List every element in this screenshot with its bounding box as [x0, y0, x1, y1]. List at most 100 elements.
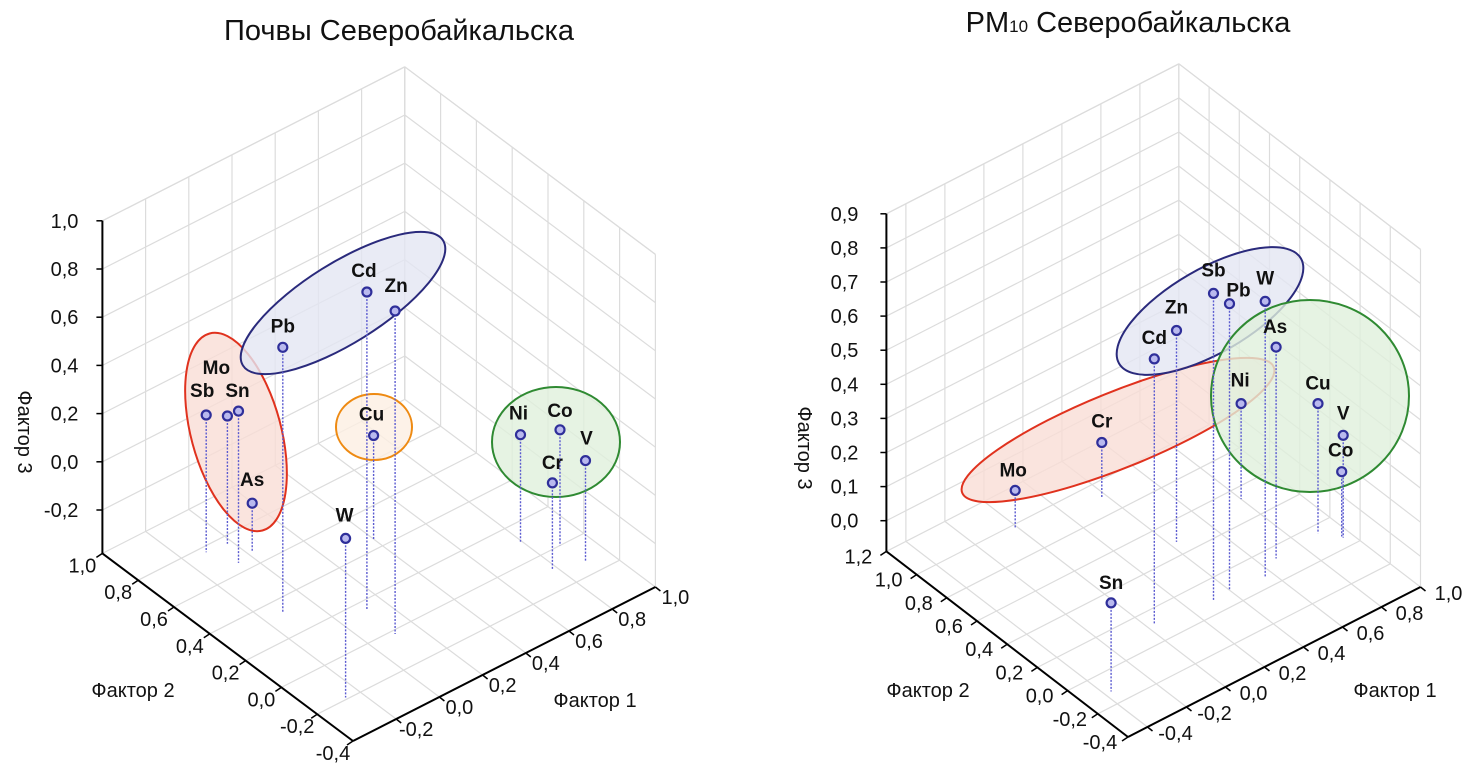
z-axis-title: Фактор 3 — [13, 390, 35, 473]
y-tick-label: -0,4 — [316, 743, 350, 765]
cluster-ellipses — [960, 246, 1410, 504]
floor-gridline — [145, 530, 397, 720]
wall-gridline — [886, 233, 1180, 385]
x-tick-label: 0,2 — [1279, 663, 1307, 685]
wall-gridline — [1178, 131, 1421, 319]
x-tick-label: 0,6 — [1357, 623, 1385, 645]
x-tick-label: 1,0 — [661, 587, 689, 609]
data-point-zn: Zn — [384, 276, 408, 634]
y-tick-label: -0,2 — [1053, 709, 1087, 731]
wall-gridline — [404, 210, 656, 400]
data-point-co: Co — [547, 401, 573, 546]
point-label: Ni — [509, 404, 528, 425]
point-label: Sn — [1099, 573, 1123, 594]
data-point-cr: Cr — [542, 453, 564, 570]
z-tick-label: 0,8 — [831, 238, 859, 260]
chart-title: PM10 Северобайкальска — [966, 7, 1292, 39]
floor-gridline — [946, 447, 1240, 599]
point-marker — [221, 410, 233, 422]
data-point-pb: Pb — [271, 316, 295, 613]
wall-gridline — [404, 162, 656, 352]
x-tick-mark — [482, 674, 489, 680]
data-point-mo: Mo — [203, 358, 233, 544]
x-axis-title: Фактор 1 — [1353, 680, 1436, 702]
point-label: V — [580, 429, 593, 450]
y-tick-mark — [274, 686, 282, 693]
point-marker — [200, 409, 212, 421]
wall-gridline — [1178, 97, 1421, 284]
x-tick-mark — [438, 696, 445, 702]
x-tick-label: 0,0 — [1240, 683, 1268, 705]
point-marker — [1105, 597, 1117, 609]
x-tick-mark — [1225, 686, 1231, 692]
y-tick-mark — [940, 597, 948, 603]
x-tick-mark — [1420, 586, 1426, 592]
wall-gridline — [886, 165, 1180, 317]
x-tick-label: 0,0 — [445, 697, 473, 719]
point-label: W — [336, 505, 354, 526]
z-axis-title: Фактор 3 — [793, 406, 815, 489]
x-tick-label: -0,2 — [1197, 703, 1231, 725]
y-tick-mark — [970, 620, 978, 626]
x-tick-mark — [395, 718, 402, 724]
point-marker — [1336, 466, 1348, 478]
point-marker — [368, 429, 380, 442]
y-tick-label: 0,4 — [176, 636, 204, 658]
x-tick-label: -0,2 — [399, 719, 433, 741]
y-axis-line — [101, 552, 354, 742]
point-label: As — [240, 470, 264, 491]
x-axis-title: Фактор 1 — [553, 690, 636, 712]
title-main: PM — [966, 7, 1010, 39]
data-point-sn: Sn — [1099, 573, 1123, 692]
floor-gridline — [361, 420, 613, 610]
y-tick-label: 1,0 — [875, 570, 903, 592]
pm10-factor-chart: PM10 Северобайкальска Фактор 1 Фактор 2 … — [793, 7, 1462, 754]
data-point-w: W — [336, 505, 354, 698]
point-label: Sn — [225, 381, 249, 402]
x-tick-label: 1,0 — [1435, 583, 1463, 605]
wall-gridline — [886, 199, 1180, 351]
data-point-zn: Zn — [1165, 298, 1188, 542]
x-tick-mark — [525, 652, 532, 658]
floor-gridline — [188, 508, 440, 698]
point-label: Co — [547, 401, 572, 422]
floor-gridline — [274, 464, 527, 654]
point-label: Cd — [1142, 328, 1167, 349]
point-label: Co — [1328, 441, 1353, 462]
y-tick-label: 0,8 — [905, 593, 933, 615]
z-tick-label: 0,6 — [51, 307, 79, 329]
data-point-cd: Cd — [1142, 328, 1167, 625]
point-marker — [1096, 436, 1108, 449]
point-marker — [1148, 353, 1160, 365]
floor-gridline — [1097, 563, 1391, 715]
data-point-as: As — [240, 470, 264, 552]
data-point-sn: Sn — [225, 381, 250, 563]
point-label: Cr — [542, 453, 564, 474]
z-tick-label: 0,7 — [831, 272, 859, 294]
point-marker — [514, 429, 527, 441]
z-tick-label: 0,0 — [51, 452, 79, 474]
floor-gridline — [1006, 493, 1300, 645]
point-label: Sb — [1201, 260, 1225, 281]
y-tick-label: 0,6 — [140, 609, 168, 631]
wall-gridline — [886, 267, 1180, 419]
y-tick-label: 0,8 — [104, 582, 132, 604]
cluster-ellipse-ni-co-cr-v — [491, 386, 621, 498]
data-point-sb: Sb — [190, 381, 214, 553]
z-tick-label: 0,6 — [831, 306, 859, 328]
floor-gridline — [316, 559, 620, 715]
wall-gridline — [102, 114, 406, 270]
data-point-mo: Mo — [999, 460, 1027, 528]
x-tick-mark — [1186, 706, 1192, 712]
data-point-w: W — [1256, 268, 1274, 578]
z-tick-label: 0,2 — [831, 443, 859, 465]
x-axis-line — [352, 586, 656, 742]
floor-gridline — [173, 452, 477, 608]
point-label: Cr — [1091, 412, 1113, 433]
y-tick-mark — [1091, 713, 1099, 719]
data-point-v: V — [1337, 403, 1350, 538]
y-tick-mark — [879, 550, 887, 557]
point-label: Cu — [359, 405, 384, 426]
